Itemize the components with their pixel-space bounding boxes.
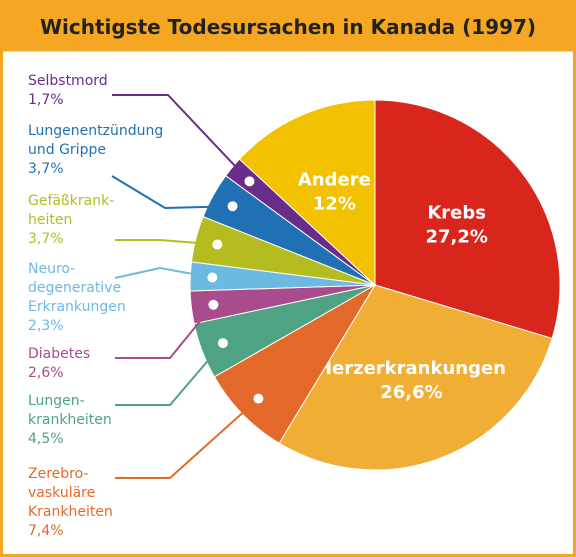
leader-dot	[244, 176, 255, 187]
slice-label: Andere	[298, 170, 371, 191]
leader-line	[115, 397, 260, 479]
slice-value-label: 2,6%	[28, 365, 64, 381]
chart-title: Wichtigste Todesursachen in Kanada (1997…	[40, 15, 536, 39]
leader-dot	[212, 239, 223, 250]
pie-slice	[374, 99, 561, 340]
slice-label: Herzerkrankungen	[317, 358, 506, 379]
title-bar	[1, 1, 575, 52]
slice-label-name: Diabetes	[28, 346, 90, 362]
slice-label: Krebs	[427, 202, 486, 223]
slice-label: Selbstmord 1,7%	[28, 73, 108, 108]
slice-value-label: 2,3%	[28, 318, 64, 334]
leader-line	[115, 304, 215, 359]
leader-dot	[217, 338, 228, 349]
slice-value-label: 26,6%	[380, 382, 442, 403]
leader-dot	[207, 272, 218, 283]
leader-line	[111, 175, 233, 210]
slice-value-label: 3,7%	[28, 231, 64, 247]
slice-value-label: 3,7%	[28, 161, 64, 177]
leader-dot	[227, 201, 238, 212]
pie-slice	[238, 99, 376, 287]
slice-label-name: Selbstmord	[28, 73, 108, 89]
leader-line	[115, 342, 224, 406]
slice-value-label: 12%	[313, 194, 356, 215]
slice-label: Diabetes 2,6%	[28, 346, 90, 381]
slice-value-label: 1,7%	[28, 92, 64, 108]
leader-dot	[208, 299, 219, 310]
leader-line	[115, 239, 218, 246]
slice-value-label: 27,2%	[425, 226, 487, 247]
leader-line	[112, 94, 251, 183]
leader-dot	[253, 393, 264, 404]
slice-value-label: 7,4%	[28, 523, 64, 539]
leader-line	[114, 266, 213, 279]
slice-value-label: 4,5%	[28, 431, 64, 447]
